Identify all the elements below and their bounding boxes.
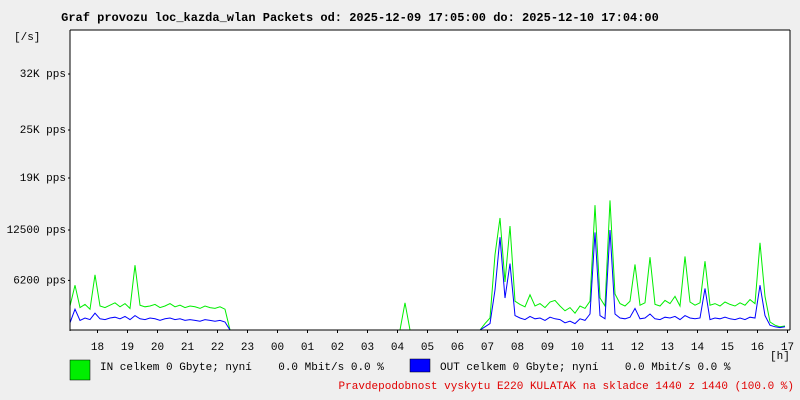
chart-title: Graf provozu loc_kazda_wlan Packets od: … xyxy=(61,11,659,25)
x-tick-label: 19 xyxy=(121,342,134,354)
x-tick-label: 16 xyxy=(751,342,764,354)
x-tick-label: 12 xyxy=(631,342,644,354)
y-tick-label: 32K pps xyxy=(20,69,66,81)
x-tick-label: 09 xyxy=(541,342,554,354)
x-tick-label: 17 xyxy=(781,342,794,354)
legend-swatch xyxy=(409,358,431,373)
x-tick-label: 21 xyxy=(181,342,195,354)
note: Pravdepodobnost vyskytu E220 KULATAK na … xyxy=(339,381,794,393)
y-unit: [/s] xyxy=(14,32,40,44)
x-tick-label: 06 xyxy=(451,342,464,354)
legend-swatch xyxy=(69,359,91,381)
x-tick-label: 14 xyxy=(691,342,705,354)
x-tick-label: 11 xyxy=(601,342,615,354)
x-tick-label: 15 xyxy=(721,342,734,354)
y-tick-label: 6200 pps xyxy=(13,275,66,287)
plot-area xyxy=(70,30,790,330)
x-tick-label: 10 xyxy=(571,342,584,354)
x-tick-label: 08 xyxy=(511,342,524,354)
legend-label: OUT celkem 0 Gbyte; nyní 0.0 Mbit/s 0.0 … xyxy=(440,362,731,374)
x-tick-label: 03 xyxy=(361,342,374,354)
x-tick-label: 01 xyxy=(301,342,315,354)
x-tick-label: 02 xyxy=(331,342,344,354)
x-tick-label: 05 xyxy=(421,342,434,354)
legend-label: IN celkem 0 Gbyte; nyní 0.0 Mbit/s 0.0 % xyxy=(100,362,384,374)
y-tick-label: 25K pps xyxy=(20,125,66,137)
x-tick-label: 22 xyxy=(211,342,224,354)
x-tick-label: 00 xyxy=(271,342,284,354)
x-tick-label: 20 xyxy=(151,342,164,354)
x-tick-label: 23 xyxy=(241,342,254,354)
x-unit: [h] xyxy=(770,351,790,363)
x-tick-label: 13 xyxy=(661,342,674,354)
x-tick-label: 18 xyxy=(91,342,104,354)
x-tick-label: 04 xyxy=(391,342,405,354)
y-tick-label: 12500 pps xyxy=(7,225,66,237)
x-tick-label: 07 xyxy=(481,342,494,354)
y-tick-label: 19K pps xyxy=(20,173,66,185)
